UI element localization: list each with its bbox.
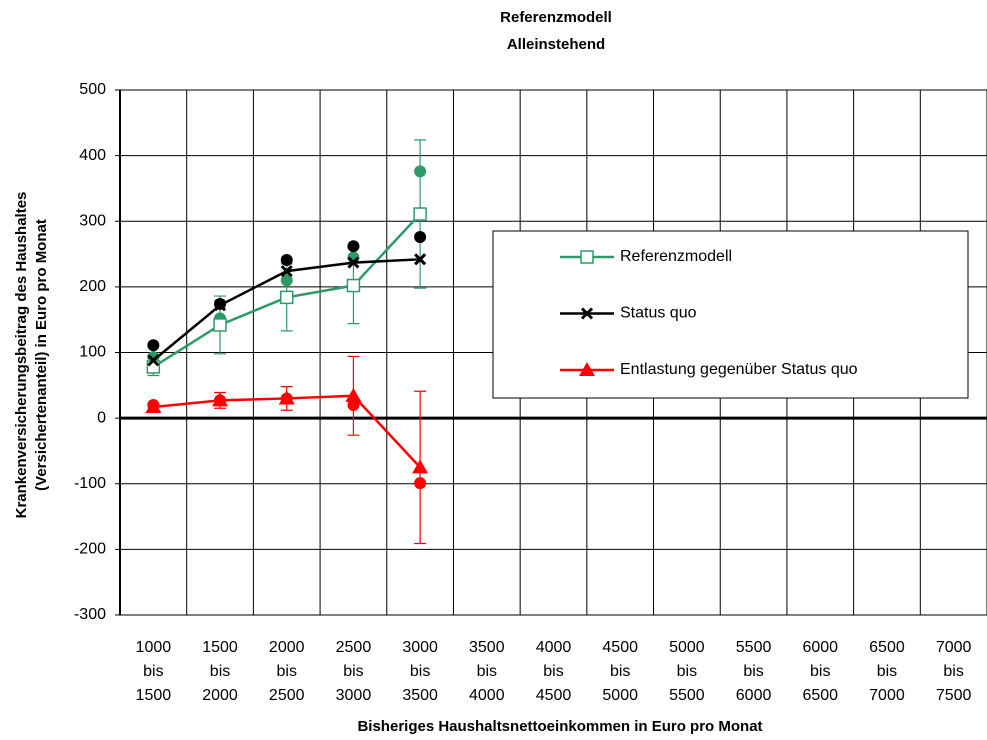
- circle-point: [147, 339, 160, 352]
- x-tick-label: 4500 bis 5000: [602, 639, 638, 704]
- x-tick-label: 6000 bis 6500: [802, 639, 839, 704]
- y-tick-label: 0: [97, 409, 106, 426]
- x-tick-label: 1500 bis 2000: [202, 639, 238, 704]
- marker: [346, 278, 361, 293]
- marker: [278, 390, 295, 405]
- x-tick-label: 5000 bis 5500: [669, 639, 705, 704]
- y-axis-label: Krankenversicherungsbeitrag des Haushalt…: [13, 192, 30, 519]
- y-tick-label: 500: [79, 81, 106, 98]
- marker: [580, 307, 594, 320]
- circle-point: [414, 231, 427, 243]
- legend-label: Entlastung gegenüber Status quo: [620, 361, 858, 378]
- marker: [580, 250, 594, 264]
- legend: Referenzmodell Status quo Entlastung gegen…: [492, 230, 969, 399]
- y-tick-label: 200: [79, 278, 106, 295]
- marker: [345, 387, 362, 402]
- x-tick-label: 3500 bis 4000: [469, 639, 505, 704]
- y-tick-label: -200: [74, 541, 106, 558]
- chart-title: Referenzmodell: [500, 9, 612, 26]
- circle-point: [280, 253, 293, 266]
- x-tick-label: 7000 bis 7500: [935, 639, 972, 704]
- x-tick-label: 6500 bis 7000: [869, 639, 905, 704]
- marker: [145, 398, 162, 413]
- x-tick-label: 2000 bis 2500: [268, 639, 305, 704]
- legend-label: Status quo: [620, 305, 697, 322]
- y-tick-label: -100: [74, 475, 106, 492]
- y-tick-label: 400: [79, 147, 106, 164]
- x-tick-label: 4000 bis 4500: [535, 639, 572, 704]
- marker: [412, 459, 429, 474]
- x-tick-label: 5500 bis 6000: [735, 639, 772, 704]
- marker: [280, 265, 293, 278]
- x-tick-label: 1000 bis 1500: [135, 639, 172, 704]
- marker: [414, 253, 427, 266]
- circle-point: [147, 351, 160, 364]
- marker: [212, 392, 229, 407]
- x-axis-label: Bisheriges Haushaltsnettoeinkommen in Eu…: [357, 718, 762, 735]
- y-tick-label: 300: [79, 212, 106, 229]
- y-axis-label: (Versichertenanteil) in Euro pro Monat: [33, 219, 50, 491]
- circle-point: [347, 240, 360, 253]
- marker: [279, 290, 294, 305]
- marker: [213, 299, 227, 312]
- x-tick-label: 2500 bis 3000: [335, 639, 372, 704]
- legend-label: Referenzmodell: [620, 248, 732, 265]
- marker: [413, 207, 427, 221]
- y-tick-label: 100: [79, 344, 106, 361]
- marker: [579, 362, 595, 376]
- chart-subtitle: Alleinstehend: [507, 36, 605, 53]
- marker: [147, 354, 160, 367]
- x-tick-label: 3000 bis 3500: [402, 639, 438, 704]
- marker: [347, 256, 360, 269]
- y-tick-label: -300: [74, 606, 106, 623]
- marker: [213, 318, 227, 332]
